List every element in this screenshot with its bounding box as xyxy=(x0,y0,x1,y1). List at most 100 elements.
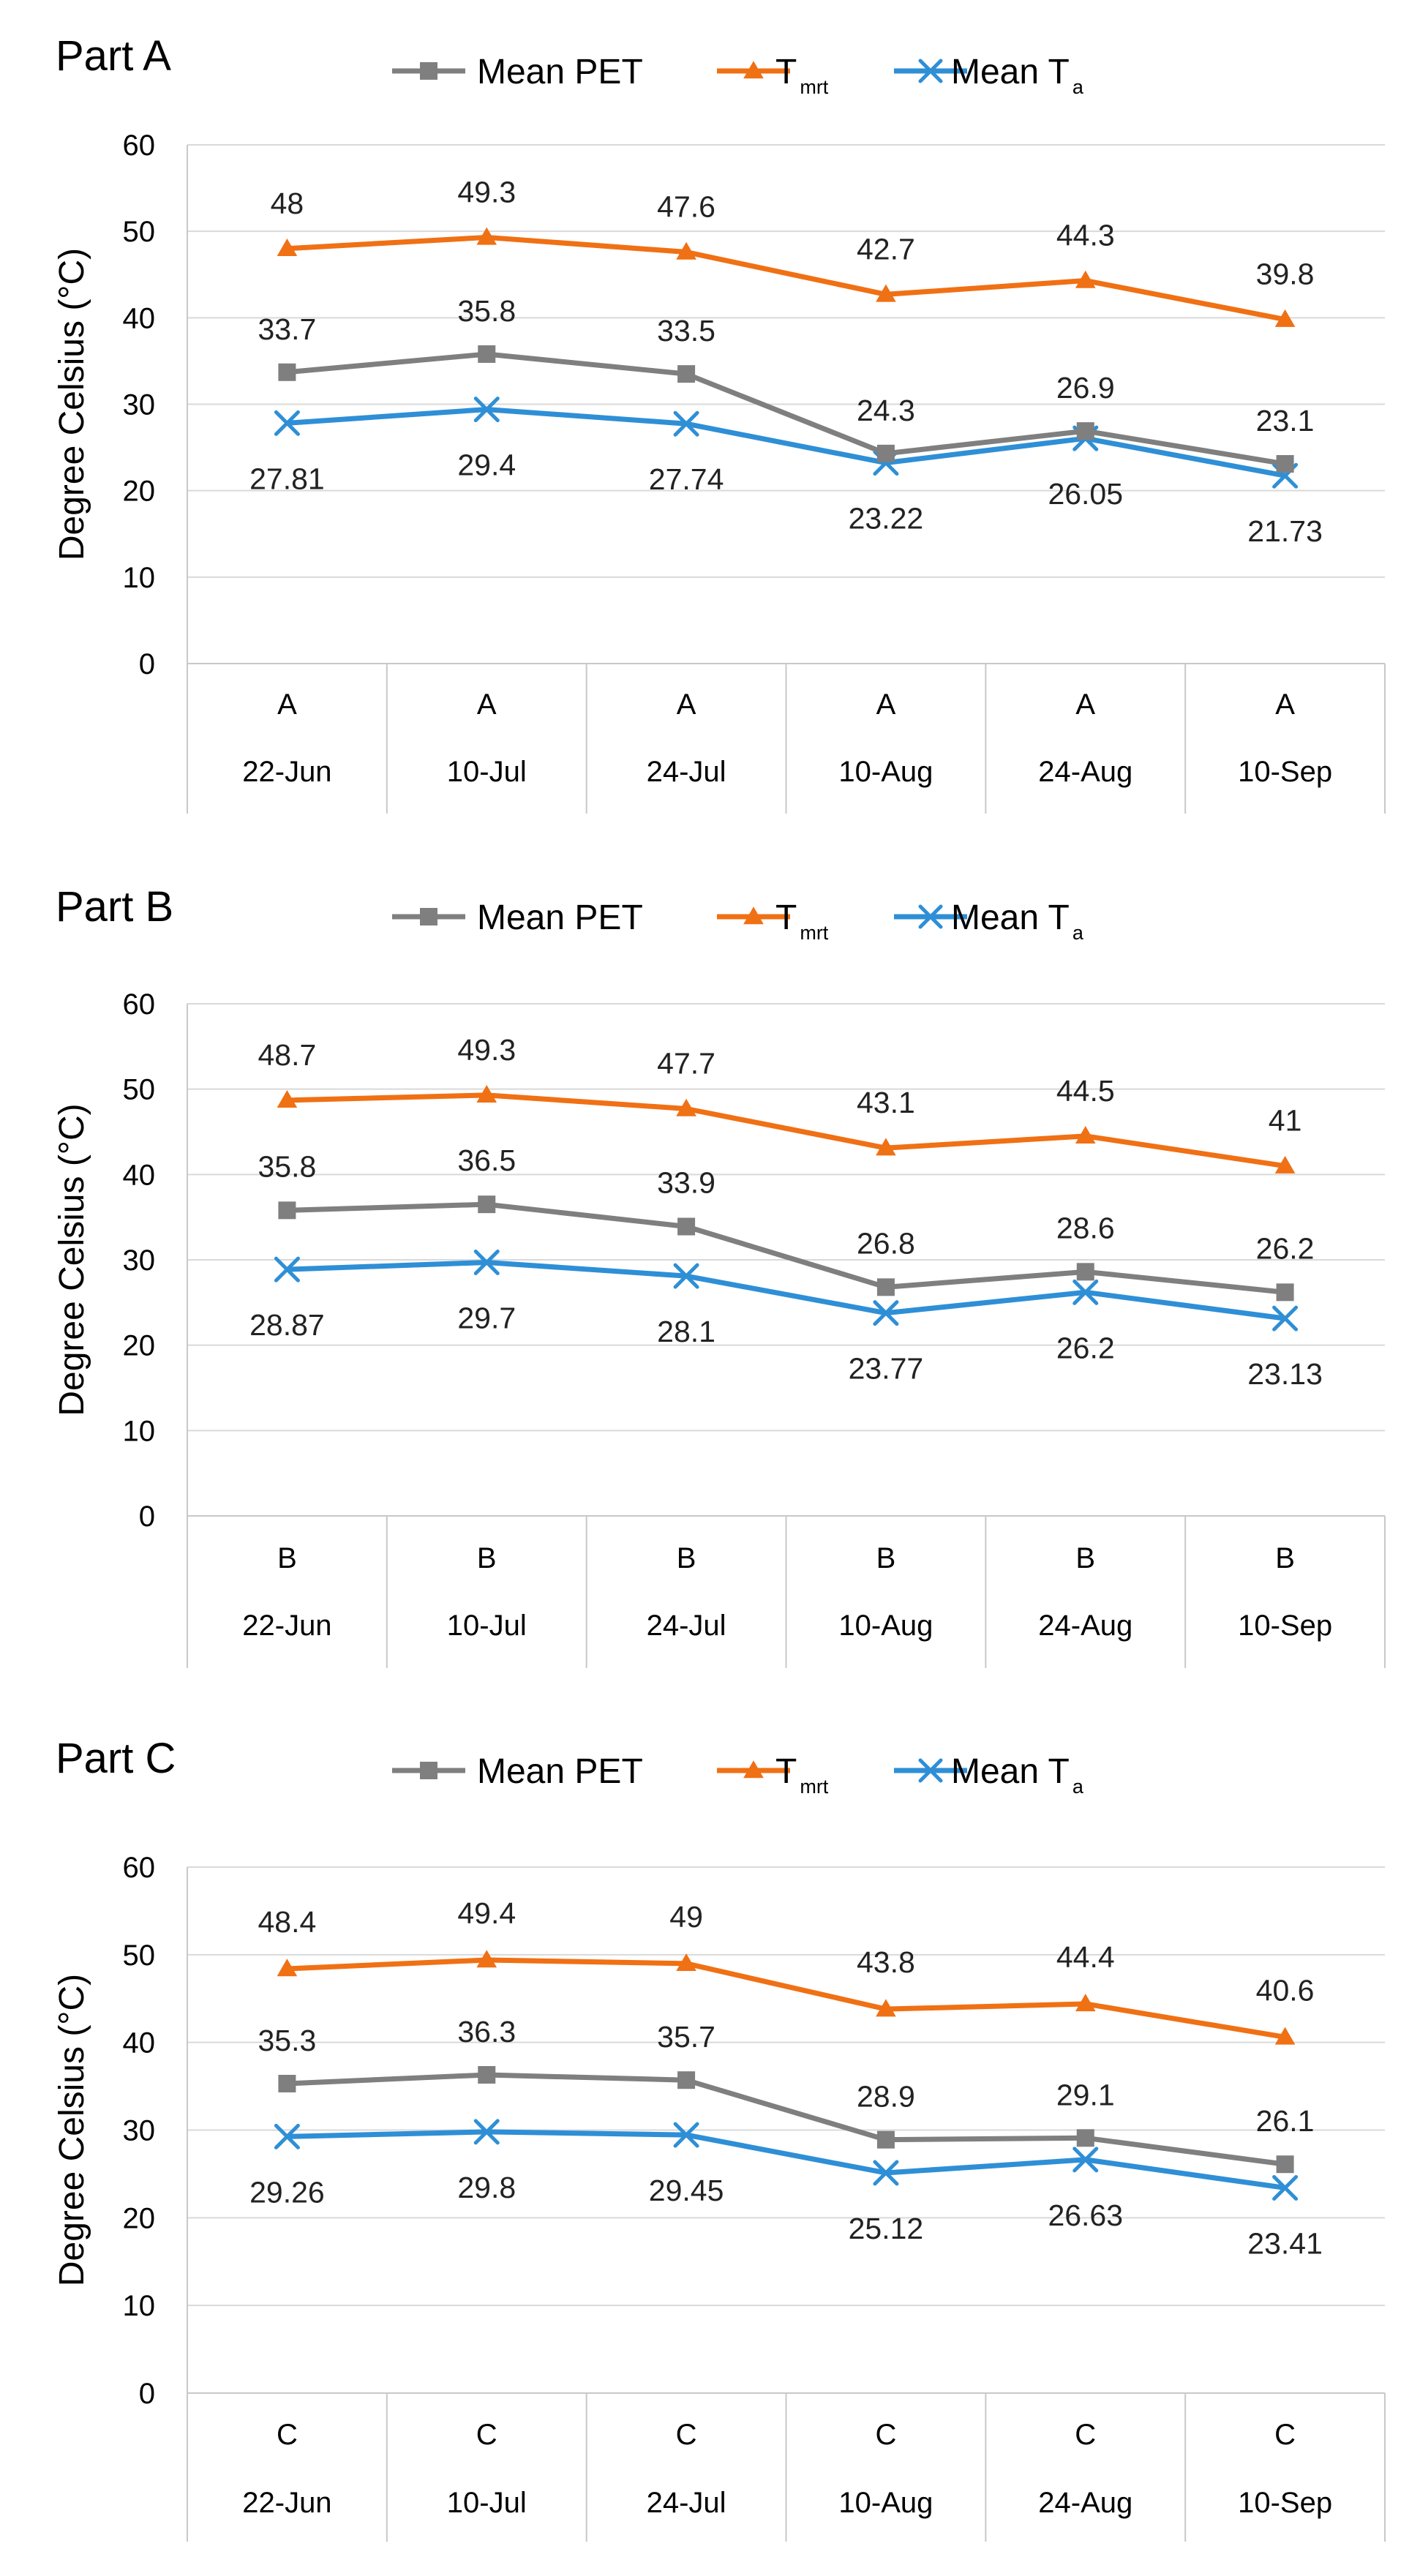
y-tick-label: 20 xyxy=(123,2202,156,2234)
legend-marker-tmrt xyxy=(743,1760,764,1779)
data-label-mean_pet: 26.2 xyxy=(1256,1231,1315,1265)
legend-item-mean_pet: Mean PET xyxy=(392,1752,643,1791)
data-label-mean_ta: 29.8 xyxy=(457,2171,516,2204)
y-tick-label: 0 xyxy=(139,2378,155,2410)
series-mean_ta xyxy=(274,2119,1299,2201)
series-line-mean_pet xyxy=(287,351,1286,467)
x-group-label: B xyxy=(1075,1542,1095,1574)
data-label-mean_ta: 23.22 xyxy=(849,502,924,536)
x-group-label: A xyxy=(477,688,497,721)
series-line-mean_ta xyxy=(287,1260,1286,1321)
data-label-tmrt: 42.7 xyxy=(857,232,915,266)
data-label-tmrt: 49.3 xyxy=(457,1033,516,1067)
data-label-mean_ta: 27.74 xyxy=(649,462,724,496)
legend-marker-mean_ta xyxy=(918,904,943,929)
data-point-mean_ta xyxy=(274,2123,300,2149)
legend-marker-mean_pet xyxy=(420,1762,437,1779)
x-tick-label: 24-Aug xyxy=(1038,1610,1132,1642)
data-label-tmrt: 47.7 xyxy=(657,1047,715,1081)
y-tick-label: 50 xyxy=(123,216,156,248)
data-label-mean_ta: 28.1 xyxy=(657,1315,715,1348)
data-label-mean_ta: 29.7 xyxy=(457,1302,516,1335)
y-tick-label: 20 xyxy=(123,476,156,508)
data-label-tmrt: 48.7 xyxy=(258,1038,317,1072)
data-point-mean_ta xyxy=(873,2160,899,2186)
data-label-mean_ta: 21.73 xyxy=(1247,514,1323,548)
data-point-mean_pet xyxy=(1276,1283,1294,1302)
series-line-mean_pet xyxy=(287,2072,1286,2167)
data-label-mean_pet: 36.3 xyxy=(457,2015,516,2049)
data-point-tmrt xyxy=(277,1090,298,1108)
x-tick-label: 22-Jun xyxy=(242,756,331,788)
data-label-tmrt: 43.1 xyxy=(857,1086,915,1119)
x-tick-label: 10-Sep xyxy=(1238,756,1332,788)
series-line-mean_pet xyxy=(287,1201,1285,1295)
data-point-mean_pet xyxy=(1076,2129,1094,2147)
x-group-label: A xyxy=(1275,688,1295,721)
data-label-tmrt: 48.4 xyxy=(258,1905,317,1939)
x-tick-label: 10-Sep xyxy=(1238,2487,1332,2519)
x-group-label: C xyxy=(277,2419,298,2451)
x-tick-label: 10-Sep xyxy=(1238,1610,1332,1642)
x-tick-label: 10-Aug xyxy=(838,756,933,788)
series-tmrt xyxy=(277,1950,1296,2045)
data-label-mean_pet: 24.3 xyxy=(857,394,915,427)
data-point-mean_ta xyxy=(473,1250,500,1275)
x-tick-label: 24-Aug xyxy=(1038,756,1132,788)
data-label-mean_pet: 33.5 xyxy=(657,314,715,348)
x-tick-label: 22-Jun xyxy=(242,2487,331,2519)
data-point-mean_pet xyxy=(1076,422,1094,440)
data-point-mean_ta xyxy=(673,410,699,437)
series-tmrt xyxy=(277,1085,1296,1174)
legend-marker-tmrt xyxy=(743,906,764,925)
data-point-tmrt xyxy=(1075,1994,1096,2012)
data-label-tmrt: 49.4 xyxy=(457,1896,516,1930)
data-label-mean_ta: 25.12 xyxy=(849,2212,924,2245)
y-tick-label: 60 xyxy=(123,988,156,1021)
data-label-tmrt: 44.5 xyxy=(1056,1074,1115,1108)
data-point-mean_ta xyxy=(673,2122,699,2148)
y-tick-label: 50 xyxy=(123,1939,156,1972)
data-label-mean_ta: 29.4 xyxy=(457,448,516,482)
data-point-mean_pet xyxy=(677,1217,696,1236)
data-point-tmrt xyxy=(876,1999,896,2017)
data-label-mean_pet: 23.1 xyxy=(1256,404,1315,438)
data-point-tmrt xyxy=(676,1953,696,1972)
x-tick-label: 10-Jul xyxy=(447,2487,527,2519)
y-tick-label: 40 xyxy=(123,1159,156,1191)
legend-label-mean_pet: Mean PET xyxy=(477,1752,643,1791)
data-label-mean_ta: 29.26 xyxy=(249,2175,325,2209)
data-label-mean_pet: 26.1 xyxy=(1256,2104,1315,2138)
data-point-tmrt xyxy=(876,284,896,302)
y-tick-label: 0 xyxy=(139,648,155,680)
x-group-label: A xyxy=(1075,688,1095,721)
data-label-mean_ta: 23.77 xyxy=(849,1352,924,1386)
data-label-tmrt: 44.3 xyxy=(1056,219,1115,252)
data-point-mean_pet xyxy=(876,1278,895,1296)
x-tick-label: 22-Jun xyxy=(242,1610,331,1642)
data-point-mean_pet xyxy=(478,345,496,363)
y-tick-label: 10 xyxy=(123,1415,156,1447)
series-line-tmrt xyxy=(287,1957,1286,2040)
data-label-mean_ta: 26.2 xyxy=(1056,1331,1115,1364)
x-tick-label: 24-Aug xyxy=(1038,2487,1132,2519)
data-point-tmrt xyxy=(476,1950,497,1968)
x-tick-label: 10-Aug xyxy=(838,2487,933,2519)
data-label-tmrt: 49.3 xyxy=(457,175,516,209)
data-point-mean_pet xyxy=(1276,2155,1294,2174)
data-point-tmrt xyxy=(1075,270,1096,288)
x-tick-label: 10-Jul xyxy=(447,1610,527,1642)
legend-marker-mean_ta xyxy=(918,1758,943,1783)
data-label-mean_ta: 29.45 xyxy=(649,2174,724,2207)
data-point-tmrt xyxy=(1274,1155,1296,1174)
data-label-tmrt: 47.6 xyxy=(657,190,715,224)
data-point-mean_pet xyxy=(1076,1263,1094,1281)
